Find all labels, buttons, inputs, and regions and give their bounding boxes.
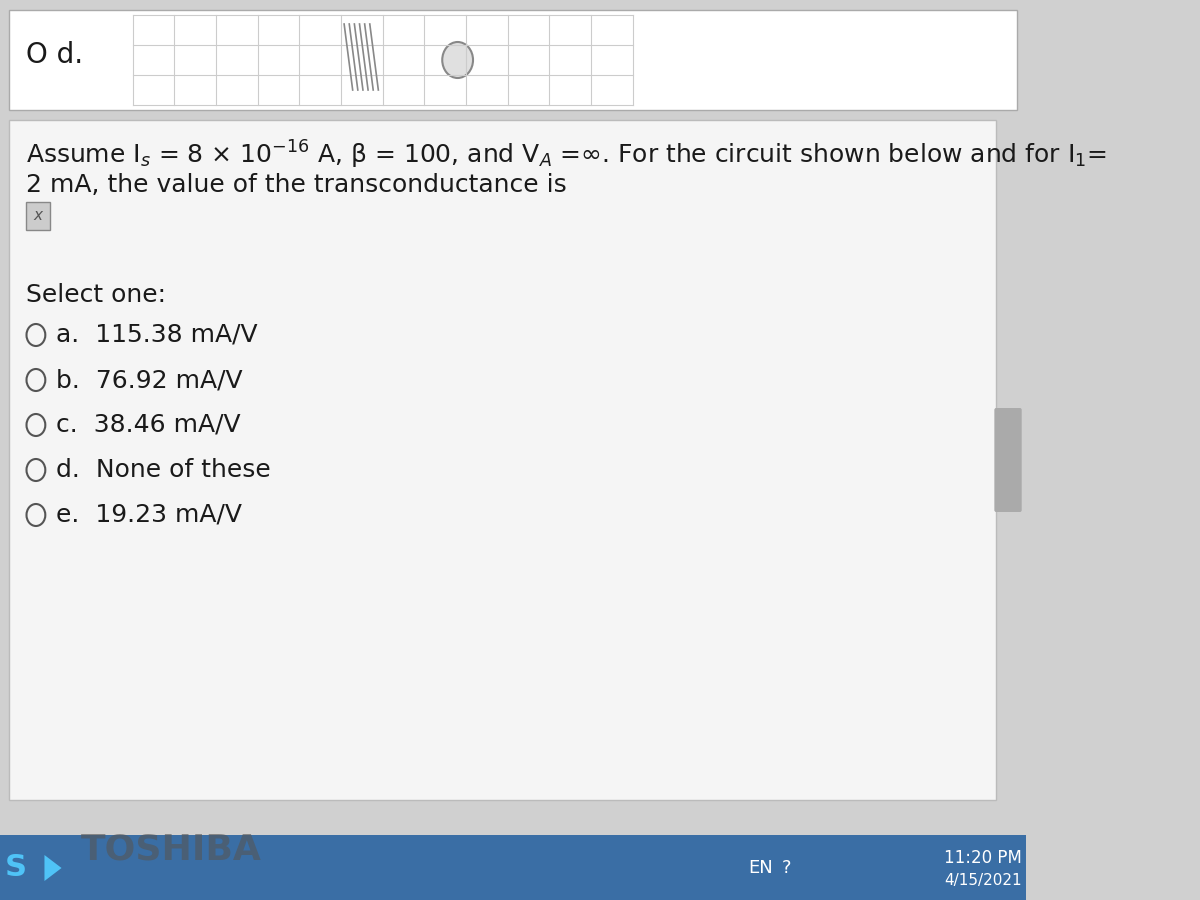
Text: 4/15/2021: 4/15/2021 <box>944 872 1022 887</box>
Text: Assume I$_s$ = 8 × 10$^{-16}$ A, β = 100, and V$_A$ =∞. For the circuit shown be: Assume I$_s$ = 8 × 10$^{-16}$ A, β = 100… <box>25 139 1106 171</box>
Text: x: x <box>34 209 42 223</box>
Polygon shape <box>44 855 61 881</box>
FancyBboxPatch shape <box>8 10 1018 110</box>
Text: Select one:: Select one: <box>25 283 166 307</box>
Text: 11:20 PM: 11:20 PM <box>944 849 1022 867</box>
Text: d.  None of these: d. None of these <box>55 458 270 482</box>
Text: S: S <box>5 853 26 883</box>
Text: b.  76.92 mA/V: b. 76.92 mA/V <box>55 368 242 392</box>
Text: TOSHIBA: TOSHIBA <box>80 833 262 867</box>
Text: a.  115.38 mA/V: a. 115.38 mA/V <box>55 323 257 347</box>
Text: EN: EN <box>749 859 773 877</box>
FancyBboxPatch shape <box>0 835 1026 900</box>
FancyBboxPatch shape <box>25 202 49 230</box>
Text: ?: ? <box>782 859 791 877</box>
Text: c.  38.46 mA/V: c. 38.46 mA/V <box>55 413 240 437</box>
Circle shape <box>443 42 473 78</box>
Text: e.  19.23 mA/V: e. 19.23 mA/V <box>55 503 241 527</box>
Text: O d.: O d. <box>25 41 83 69</box>
FancyBboxPatch shape <box>995 408 1021 512</box>
Text: 2 mA, the value of the transconductance is: 2 mA, the value of the transconductance … <box>25 173 566 197</box>
FancyBboxPatch shape <box>8 120 996 800</box>
